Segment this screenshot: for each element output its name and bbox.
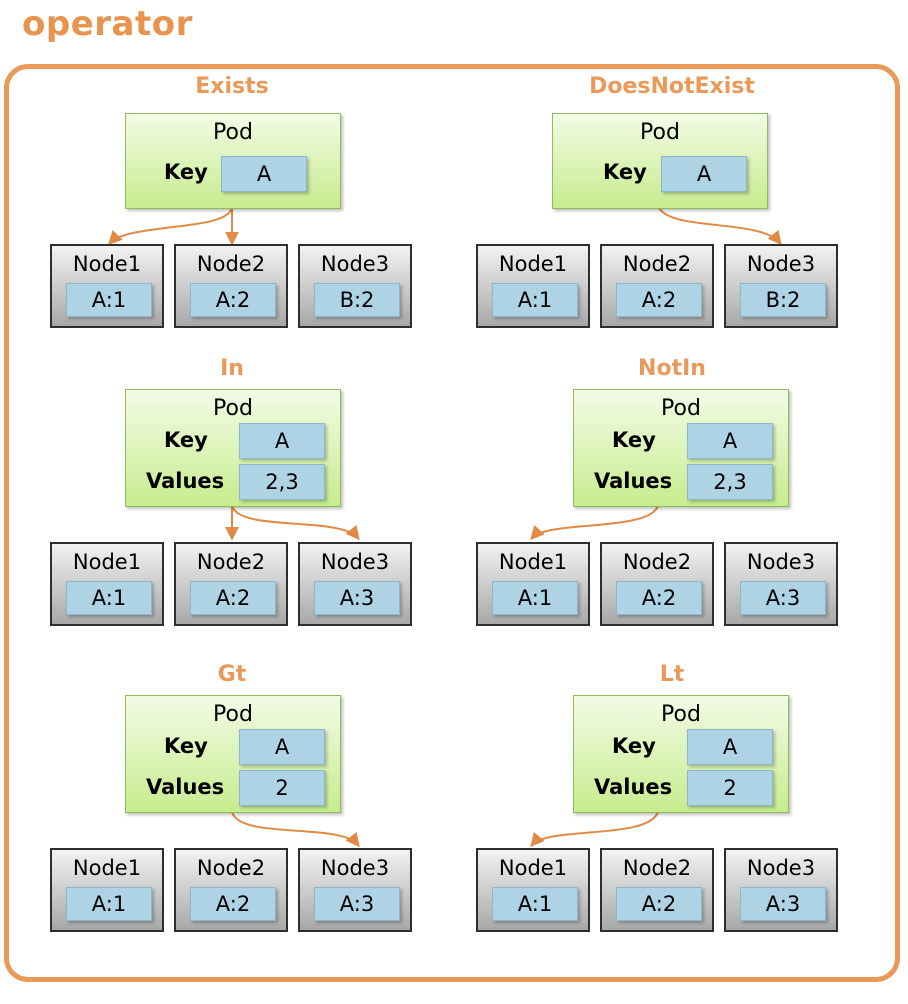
pod-title: Pod <box>213 396 253 421</box>
key-value: A <box>687 423 773 459</box>
node-title: Node1 <box>498 856 568 880</box>
operator-label-exists: Exists <box>195 74 269 99</box>
node-label: B:2 <box>740 283 826 317</box>
pod-lt: Pod Key A Values 2 <box>573 695 789 813</box>
node2-notin: Node2 A:2 <box>600 542 714 626</box>
node-label: A:3 <box>314 581 400 615</box>
node-title: Node1 <box>498 252 568 276</box>
pod-title: Pod <box>213 702 253 727</box>
node-label: A:3 <box>740 581 826 615</box>
diagram-title: operator <box>22 4 193 44</box>
node-label: A:1 <box>492 283 578 317</box>
node-title: Node3 <box>320 856 390 880</box>
node2-gt: Node2 A:2 <box>174 848 288 932</box>
key-label: Key <box>164 428 208 452</box>
node-label: A:1 <box>492 887 578 921</box>
node1-exists: Node1 A:1 <box>50 244 164 328</box>
node-label: A:1 <box>492 581 578 615</box>
values-label: Values <box>594 775 673 799</box>
node-label: A:2 <box>190 581 276 615</box>
node-label: A:1 <box>66 887 152 921</box>
pod-doesnotexist: Pod Key A <box>552 113 768 209</box>
node-title: Node3 <box>746 550 816 574</box>
node1-notin: Node1 A:1 <box>476 542 590 626</box>
node3-lt: Node3 A:3 <box>724 848 838 932</box>
node-title: Node2 <box>196 252 266 276</box>
operator-label-gt: Gt <box>217 662 247 687</box>
key-label: Key <box>603 160 647 184</box>
node-label: A:2 <box>190 283 276 317</box>
pod-title: Pod <box>640 120 680 145</box>
node1-gt: Node1 A:1 <box>50 848 164 932</box>
node3-in: Node3 A:3 <box>298 542 412 626</box>
node-title: Node2 <box>622 550 692 574</box>
node-title: Node2 <box>196 856 266 880</box>
node-title: Node1 <box>72 550 142 574</box>
node-label: A:2 <box>190 887 276 921</box>
values-value: 2 <box>239 770 325 806</box>
values-value: 2,3 <box>239 464 325 500</box>
node-label: A:3 <box>740 887 826 921</box>
node-title: Node1 <box>498 550 568 574</box>
node2-in: Node2 A:2 <box>174 542 288 626</box>
node-label: A:2 <box>616 887 702 921</box>
operator-label-in: In <box>220 356 244 381</box>
node-title: Node3 <box>320 550 390 574</box>
values-label: Values <box>146 775 225 799</box>
key-value: A <box>661 156 747 192</box>
pod-notin: Pod Key A Values 2,3 <box>573 389 789 507</box>
node-title: Node3 <box>320 252 390 276</box>
node-label: A:2 <box>616 581 702 615</box>
node-label: B:2 <box>314 283 400 317</box>
node2-exists: Node2 A:2 <box>174 244 288 328</box>
pod-in: Pod Key A Values 2,3 <box>125 389 341 507</box>
node-title: Node2 <box>622 252 692 276</box>
key-value: A <box>239 423 325 459</box>
operator-frame <box>4 64 900 982</box>
key-label: Key <box>612 428 656 452</box>
pod-title: Pod <box>213 120 253 145</box>
operator-label-notin: NotIn <box>638 356 706 381</box>
key-value: A <box>239 729 325 765</box>
pod-exists: Pod Key A <box>125 113 341 209</box>
node-title: Node3 <box>746 856 816 880</box>
node-label: A:3 <box>314 887 400 921</box>
key-value: A <box>687 729 773 765</box>
node3-notin: Node3 A:3 <box>724 542 838 626</box>
node1-lt: Node1 A:1 <box>476 848 590 932</box>
node-title: Node1 <box>72 252 142 276</box>
node-label: A:2 <box>616 283 702 317</box>
key-value: A <box>221 156 307 192</box>
node-label: A:1 <box>66 581 152 615</box>
node3-doesnotexist: Node3 B:2 <box>724 244 838 328</box>
key-label: Key <box>164 160 208 184</box>
key-label: Key <box>612 734 656 758</box>
operator-label-lt: Lt <box>659 662 685 687</box>
node-label: A:1 <box>66 283 152 317</box>
node1-doesnotexist: Node1 A:1 <box>476 244 590 328</box>
node-title: Node2 <box>196 550 266 574</box>
node-title: Node2 <box>622 856 692 880</box>
node-title: Node3 <box>746 252 816 276</box>
values-label: Values <box>594 469 673 493</box>
key-label: Key <box>164 734 208 758</box>
pod-title: Pod <box>661 702 701 727</box>
node-title: Node1 <box>72 856 142 880</box>
values-label: Values <box>146 469 225 493</box>
operator-label-doesnotexist: DoesNotExist <box>589 74 755 99</box>
pod-title: Pod <box>661 396 701 421</box>
node2-doesnotexist: Node2 A:2 <box>600 244 714 328</box>
values-value: 2 <box>687 770 773 806</box>
pod-gt: Pod Key A Values 2 <box>125 695 341 813</box>
node1-in: Node1 A:1 <box>50 542 164 626</box>
node2-lt: Node2 A:2 <box>600 848 714 932</box>
values-value: 2,3 <box>687 464 773 500</box>
node3-gt: Node3 A:3 <box>298 848 412 932</box>
node3-exists: Node3 B:2 <box>298 244 412 328</box>
